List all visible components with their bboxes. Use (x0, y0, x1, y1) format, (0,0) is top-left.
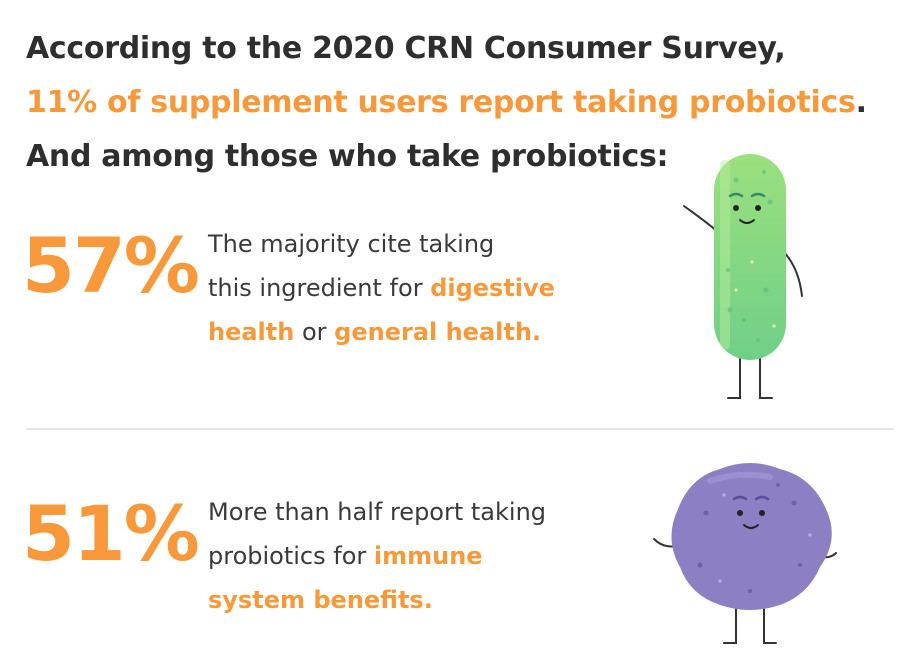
section-divider (26, 428, 894, 430)
headline-line-2-end: . (855, 85, 867, 120)
stat-57-line-2: this ingredient for digestive (208, 266, 555, 310)
stat-57-line-1: The majority cite taking (208, 230, 495, 258)
headline-line-3: And among those who take probiotics: (26, 130, 906, 184)
stat-57-line-2-text: this ingredient for (208, 274, 431, 302)
stat-51-line-2: probiotics for immune (208, 534, 546, 578)
stat-description-57: The majority cite taking this ingredient… (208, 222, 555, 354)
stat-57-highlight-digestive: digestive (430, 274, 555, 302)
headline-line-3-end: : (656, 139, 669, 174)
headline-line-2: 11% of supplement users report taking pr… (26, 76, 906, 130)
green-bacterium-icon (683, 154, 803, 399)
stat-57-highlight-general: general health. (334, 318, 542, 346)
stat-description-51: More than half report taking probiotics … (208, 490, 546, 622)
stat-51-highlight-immune: immune (373, 542, 483, 570)
stat-51-line-1: More than half report taking (208, 498, 547, 526)
stat-value-57: 57% (22, 221, 200, 310)
headline-highlight: 11% of supplement users report taking pr… (26, 85, 856, 120)
headline: According to the 2020 CRN Consumer Surve… (26, 22, 906, 184)
stat-57-highlight-health: health (208, 318, 295, 346)
stat-value-51: 51% (22, 489, 200, 578)
purple-microbe-icon (653, 463, 837, 644)
stat-57-line-3: health or general health. (208, 310, 555, 354)
headline-line-1: According to the 2020 CRN Consumer Surve… (26, 31, 786, 66)
headline-line-3-text: And among those who take probiotics (26, 139, 657, 174)
stat-51-line-2-text: probiotics for (208, 542, 374, 570)
stat-51-highlight-system: system benefits. (208, 586, 433, 614)
stat-51-line-3: system benefits. (208, 578, 546, 622)
stat-57-mid: or (294, 318, 335, 346)
